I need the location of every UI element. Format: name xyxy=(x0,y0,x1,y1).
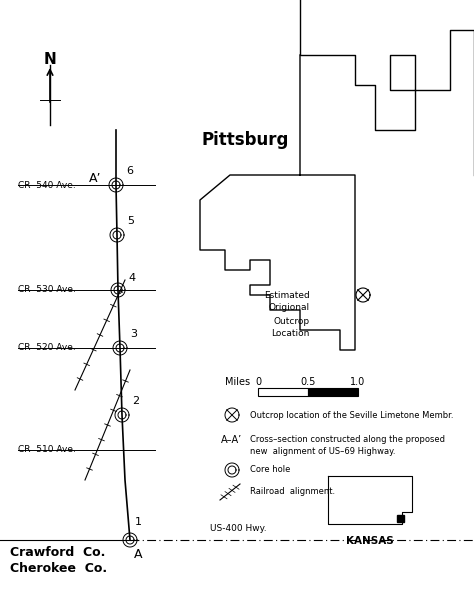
Text: KANSAS: KANSAS xyxy=(346,536,394,546)
Text: new  alignment of US–69 Highway.: new alignment of US–69 Highway. xyxy=(250,448,395,456)
Text: Pittsburg: Pittsburg xyxy=(201,131,289,149)
Text: A’: A’ xyxy=(89,172,101,185)
Text: Railroad  alignment.: Railroad alignment. xyxy=(250,487,335,497)
Text: Miles: Miles xyxy=(225,377,250,387)
Text: Location: Location xyxy=(272,330,310,339)
Text: Core hole: Core hole xyxy=(250,465,291,475)
Bar xyxy=(258,388,308,396)
Text: Cherokee  Co.: Cherokee Co. xyxy=(10,561,107,574)
Text: Cross–section constructed along the proposed: Cross–section constructed along the prop… xyxy=(250,436,445,445)
Text: 2: 2 xyxy=(132,396,139,406)
Text: N: N xyxy=(44,53,56,67)
Text: A–A’: A–A’ xyxy=(221,435,243,445)
Text: CR  530 Ave.: CR 530 Ave. xyxy=(18,285,76,294)
Text: 0.5: 0.5 xyxy=(301,377,316,387)
Text: 1: 1 xyxy=(135,517,142,527)
Text: 3: 3 xyxy=(130,329,137,339)
Text: 1.0: 1.0 xyxy=(350,377,365,387)
Text: CR  540 Ave.: CR 540 Ave. xyxy=(18,181,76,189)
Text: 0: 0 xyxy=(255,377,261,387)
Text: US-400 Hwy.: US-400 Hwy. xyxy=(210,524,266,533)
Text: Crawford  Co.: Crawford Co. xyxy=(10,546,105,559)
Bar xyxy=(397,515,404,522)
Text: CR  510 Ave.: CR 510 Ave. xyxy=(18,446,76,455)
Text: A: A xyxy=(134,549,142,561)
Text: 4: 4 xyxy=(128,273,135,283)
Text: CR  520 Ave.: CR 520 Ave. xyxy=(18,343,76,352)
Text: 5: 5 xyxy=(127,216,134,226)
Text: Outcrop: Outcrop xyxy=(274,317,310,326)
Text: 6: 6 xyxy=(126,166,133,176)
Text: Outcrop location of the Seville Limetone Membr.: Outcrop location of the Seville Limetone… xyxy=(250,410,454,420)
Text: Estimated: Estimated xyxy=(264,291,310,300)
Bar xyxy=(308,388,358,396)
Text: Origional: Origional xyxy=(269,304,310,313)
